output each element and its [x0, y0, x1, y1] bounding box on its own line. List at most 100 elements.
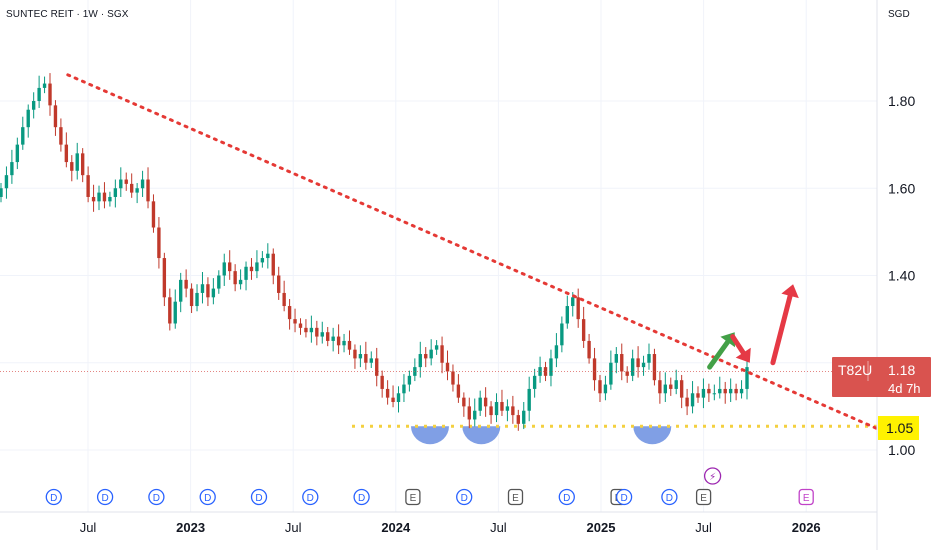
dividend-marker[interactable]: D: [96, 488, 114, 506]
forecast-arrow-shaft: [770, 293, 793, 366]
forecast-arrow-head: [735, 347, 751, 363]
support-badge-value: 1.05: [886, 420, 913, 436]
earnings-marker[interactable]: E: [798, 488, 814, 506]
candle-body: [511, 406, 515, 416]
last-price-badge: T82U 1.18 4d 7h: [832, 357, 931, 397]
candle-body: [745, 367, 749, 389]
candle-body: [592, 358, 597, 381]
dividend-marker[interactable]: D: [558, 488, 575, 506]
flash-badge: [703, 467, 722, 485]
time-tick-label: 2026: [792, 520, 821, 535]
candle-body: [211, 288, 216, 298]
candle-body: [255, 262, 259, 272]
candle-body: [581, 319, 586, 341]
dividend-marker[interactable]: D: [615, 488, 633, 506]
candlesticks: [0, 73, 877, 431]
candle-body: [140, 179, 145, 189]
candle-body: [189, 288, 194, 307]
candle-body: [614, 354, 619, 363]
candle-body: [331, 336, 335, 341]
earnings-marker[interactable]: E: [695, 488, 712, 506]
flash-event-marker[interactable]: ⚡: [703, 467, 722, 485]
dividend-marker[interactable]: D: [148, 488, 165, 506]
time-axis[interactable]: Jul 2023 Jul 2024 Jul 2025 Jul 2026: [80, 520, 821, 535]
candle-body: [31, 101, 36, 110]
earnings-badge: [798, 488, 814, 506]
candle-body: [304, 327, 308, 333]
candle-body: [532, 375, 537, 389]
candle-body: [119, 179, 123, 189]
candle-body: [347, 340, 352, 350]
candle-body: [48, 83, 52, 106]
dividend-marker[interactable]: D: [302, 488, 319, 506]
candle-body: [271, 253, 275, 276]
candle-body: [467, 406, 471, 420]
candle-body: [364, 354, 368, 363]
candle-body: [739, 388, 744, 394]
currency-label[interactable]: SGD: [888, 9, 910, 20]
candle-body: [15, 144, 20, 163]
event-marker-letter: D: [255, 493, 262, 504]
candle-body: [674, 380, 678, 389]
candle-body: [690, 393, 695, 407]
event-marker-letter: D: [666, 493, 673, 504]
dividend-badge: [148, 488, 165, 506]
dividend-marker[interactable]: D: [199, 488, 216, 506]
support-badge: 1.05: [878, 416, 919, 440]
earnings-badge: [695, 488, 712, 506]
candle-body: [277, 275, 281, 293]
earnings-marker[interactable]: E: [405, 488, 421, 506]
event-marker-letter: D: [101, 493, 108, 504]
earnings-marker[interactable]: E: [507, 488, 524, 506]
candle-body: [80, 153, 85, 176]
price-axis[interactable]: 1.80 1.60 1.40 1.00: [888, 93, 915, 458]
candle-body: [70, 162, 74, 171]
candle-body: [217, 275, 221, 289]
candle-body: [494, 402, 499, 416]
candle-body: [396, 393, 401, 403]
candle-body: [369, 358, 373, 363]
candle-body: [206, 284, 210, 298]
price-tick-label: 1.80: [888, 93, 915, 109]
candle-body: [418, 354, 422, 368]
candle-body: [244, 266, 248, 280]
candle-body: [636, 358, 640, 368]
candle-body: [358, 354, 363, 359]
candle-body: [108, 196, 112, 202]
bowl-shape: [411, 426, 449, 445]
gridlines: [0, 0, 877, 512]
candle-body: [0, 188, 3, 197]
bowl-shapes: [411, 426, 672, 445]
candle-body: [489, 406, 493, 416]
candle-body: [522, 410, 526, 424]
dividend-badge: [199, 488, 216, 506]
candle-body: [75, 153, 79, 171]
candle-body: [336, 336, 341, 346]
dividend-marker[interactable]: D: [45, 488, 62, 506]
dividend-marker[interactable]: D: [456, 488, 473, 506]
candle-body: [21, 127, 25, 145]
candle-body: [500, 402, 504, 411]
event-marker-letter: D: [620, 493, 627, 504]
candle-body: [543, 367, 548, 376]
time-tick-label: 2025: [587, 520, 616, 535]
candle-body: [641, 362, 646, 368]
price-tick-label: 1.40: [888, 268, 915, 284]
candle-body: [37, 87, 41, 101]
candle-body: [195, 292, 199, 307]
event-marker-letter: E: [512, 493, 519, 504]
forecast-arrow-head: [781, 284, 799, 299]
bowl-shape: [462, 426, 501, 445]
candle-body: [652, 354, 657, 381]
candle-body: [375, 358, 379, 376]
dividend-marker[interactable]: D: [353, 488, 370, 506]
candle-body: [734, 388, 738, 394]
event-marker-letter: D: [461, 493, 468, 504]
dividend-marker[interactable]: D: [250, 488, 268, 506]
price-badge-value: 1.18: [888, 362, 915, 378]
forecast-arrows: [707, 284, 799, 370]
dividend-marker[interactable]: D: [661, 488, 678, 506]
descending-trendline: [66, 73, 879, 431]
candle-body: [168, 297, 172, 324]
